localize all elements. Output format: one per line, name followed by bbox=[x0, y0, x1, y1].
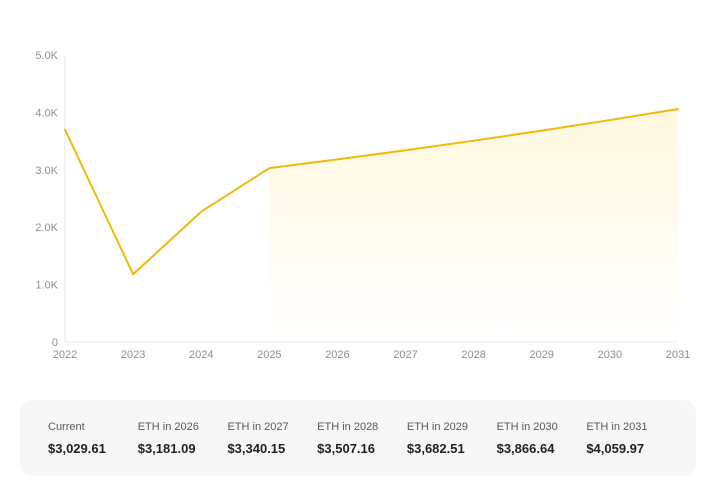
x-tick-label: 2023 bbox=[121, 349, 145, 361]
y-tick-label: 0 bbox=[52, 337, 58, 349]
y-tick-label: 2.0K bbox=[35, 222, 58, 234]
forecast-summary-panel: Current $3,029.61 ETH in 2026 $3,181.09 … bbox=[20, 400, 696, 476]
summary-value: $3,507.16 bbox=[317, 440, 375, 456]
summary-label: ETH in 2027 bbox=[227, 420, 289, 433]
data-point bbox=[540, 129, 544, 133]
x-tick-label: 2027 bbox=[393, 349, 417, 361]
data-point bbox=[404, 148, 408, 152]
price-line bbox=[64, 107, 679, 276]
forecast-area-fill bbox=[269, 108, 678, 342]
summary-label: ETH in 2028 bbox=[317, 420, 379, 433]
data-point bbox=[676, 107, 680, 111]
summary-item-2026: ETH in 2026 $3,181.09 bbox=[138, 400, 228, 476]
data-point bbox=[199, 210, 203, 214]
y-tick-label: 4.0K bbox=[35, 107, 58, 119]
summary-item-2030: ETH in 2030 $3,866.64 bbox=[497, 400, 587, 476]
summary-value: $3,340.15 bbox=[227, 440, 286, 456]
eth-price-chart: 0 1.0K 2.0K 3.0K 4.0K 5.0K 2022 2023 2024 2025 202… bbox=[35, 50, 690, 361]
x-tick-label: 2031 bbox=[666, 349, 690, 361]
x-tick-label: 2024 bbox=[189, 349, 213, 361]
summary-value: $4,059.97 bbox=[586, 440, 645, 456]
y-tick-label: 1.0K bbox=[35, 280, 58, 292]
summary-value: $3,682.51 bbox=[406, 440, 465, 456]
y-tick-label: 3.0K bbox=[35, 165, 58, 177]
x-tick-label: 2028 bbox=[461, 349, 485, 361]
x-tick-label: 2030 bbox=[598, 349, 622, 361]
price-series bbox=[63, 107, 680, 276]
x-tick-label: 2022 bbox=[53, 349, 77, 361]
forecast-area bbox=[269, 108, 678, 342]
summary-value: $3,181.09 bbox=[137, 440, 196, 456]
summary-label: ETH in 2026 bbox=[137, 420, 199, 433]
x-tick-label: 2026 bbox=[325, 349, 349, 361]
summary-label: ETH in 2031 bbox=[586, 420, 648, 433]
summary-value: $3,029.61 bbox=[48, 440, 106, 456]
data-point bbox=[472, 139, 476, 143]
data-point bbox=[267, 166, 271, 170]
x-tick-label: 2029 bbox=[530, 349, 554, 361]
summary-item-2031: ETH in 2031 $4,059.97 bbox=[586, 400, 676, 476]
summary-label: ETH in 2030 bbox=[496, 420, 558, 433]
chart-axes: 0 1.0K 2.0K 3.0K 4.0K 5.0K 2022 2023 2024 2025 202… bbox=[35, 50, 690, 361]
y-tick-label: 5.0K bbox=[35, 50, 58, 62]
x-tick-label: 2025 bbox=[257, 349, 281, 361]
summary-item-2029: ETH in 2029 $3,682.51 bbox=[407, 400, 497, 476]
data-point bbox=[608, 118, 612, 122]
data-point bbox=[131, 272, 135, 276]
summary-item-2027: ETH in 2027 $3,340.15 bbox=[227, 400, 317, 476]
summary-label: ETH in 2029 bbox=[406, 420, 469, 433]
data-point bbox=[63, 128, 67, 132]
summary-item-current: Current $3,029.61 bbox=[48, 400, 138, 476]
summary-value: $3,866.64 bbox=[496, 440, 555, 456]
summary-item-2028: ETH in 2028 $3,507.16 bbox=[317, 400, 407, 476]
summary-label: Current bbox=[48, 420, 85, 433]
data-point bbox=[335, 157, 339, 161]
